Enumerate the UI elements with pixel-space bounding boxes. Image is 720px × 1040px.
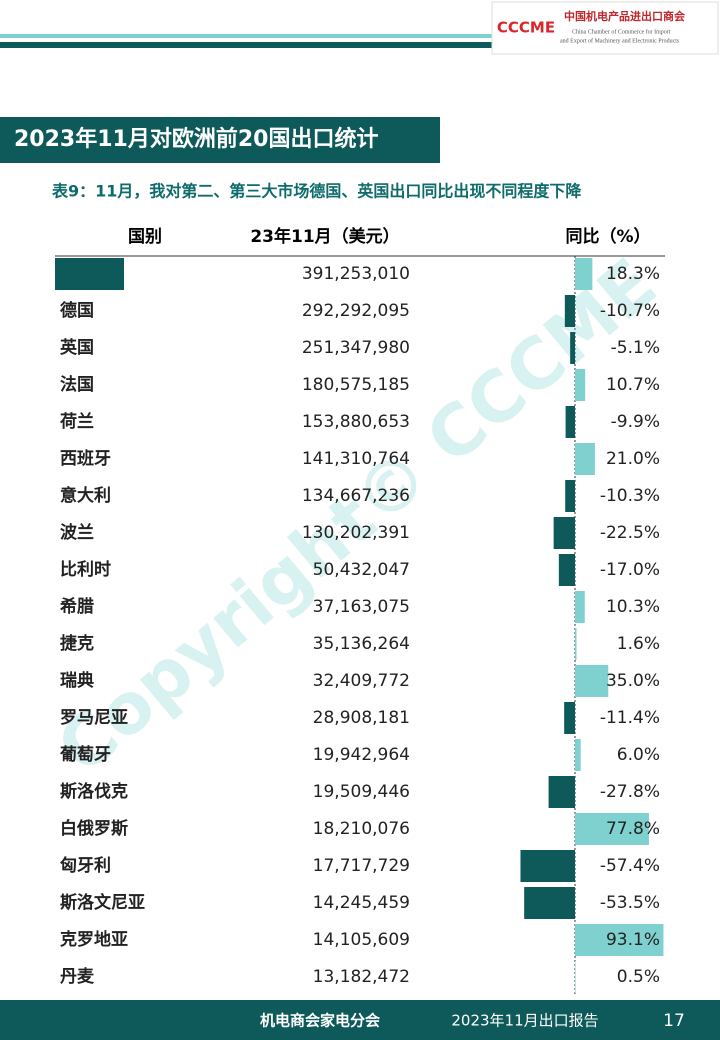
yoy-bar xyxy=(564,702,575,734)
country: 比利时 xyxy=(60,559,111,580)
yoy-bar xyxy=(575,369,586,401)
yoy-label: 10.3% xyxy=(606,597,660,617)
header-line xyxy=(0,42,495,48)
export-value: 251,347,980 xyxy=(302,338,410,358)
logo-mark: CCCME xyxy=(497,19,555,37)
country: 德国 xyxy=(60,300,94,321)
yoy-label: -57.4% xyxy=(600,856,660,876)
column-header: 同比（%） xyxy=(565,226,650,247)
country: 英国 xyxy=(60,337,94,358)
yoy-bar xyxy=(558,554,575,586)
footer-left: 机电商会家电分会 xyxy=(260,1012,380,1030)
yoy-label: 18.3% xyxy=(606,264,660,284)
yoy-label: 77.8% xyxy=(606,819,660,839)
page-number: 17 xyxy=(663,1011,685,1031)
export-value: 180,575,185 xyxy=(302,375,410,395)
title-band xyxy=(0,117,440,163)
export-value: 292,292,095 xyxy=(302,301,410,321)
country: 白俄罗斯 xyxy=(60,818,128,839)
yoy-label: -27.8% xyxy=(600,782,660,802)
export-value: 19,509,446 xyxy=(313,782,410,802)
export-value: 141,310,764 xyxy=(302,449,410,469)
country: 罗马尼亚 xyxy=(60,708,128,728)
export-value: 130,202,391 xyxy=(302,523,410,543)
export-value: 13,182,472 xyxy=(313,967,410,987)
country: 克罗地亚 xyxy=(60,929,128,950)
column-header: 23年11月（美元） xyxy=(250,226,399,247)
yoy-label: 10.7% xyxy=(606,375,660,395)
yoy-bar xyxy=(575,443,595,475)
yoy-bar xyxy=(575,924,664,956)
yoy-label: 0.5% xyxy=(617,967,660,987)
yoy-label: -17.0% xyxy=(600,560,660,580)
column-header: 国别 xyxy=(128,227,162,247)
org-name: 中国机电产品进出口商会 xyxy=(564,9,686,23)
yoy-bar xyxy=(575,591,585,623)
country: 匈牙利 xyxy=(59,855,111,876)
yoy-bar xyxy=(575,739,581,771)
export-value: 391,253,010 xyxy=(302,264,410,284)
export-value: 50,432,047 xyxy=(313,560,410,580)
country: 葡萄牙 xyxy=(59,744,111,765)
export-value: 35,136,264 xyxy=(313,634,410,654)
org-name-en: and Export of Machinery and Electronic P… xyxy=(560,37,680,44)
export-value: 14,105,609 xyxy=(313,930,410,950)
export-value: 153,880,653 xyxy=(302,412,410,432)
subtitle: 表9：11月，我对第二、第三大市场德国、英国出口同比出现不同程度下降 xyxy=(51,182,582,201)
export-value: 32,409,772 xyxy=(313,671,410,691)
country: 斯洛伐克 xyxy=(60,781,128,802)
yoy-bar xyxy=(565,480,575,512)
country: 意大利 xyxy=(60,485,111,506)
yoy-bar xyxy=(575,258,593,290)
yoy-label: 93.1% xyxy=(606,930,660,950)
yoy-bar xyxy=(520,850,575,882)
yoy-label: -9.9% xyxy=(611,412,660,432)
yoy-label: -53.5% xyxy=(600,893,660,913)
country: 丹麦 xyxy=(60,966,95,987)
country: 西班牙 xyxy=(60,449,111,469)
header-line xyxy=(0,34,495,38)
org-name-en: China Chamber of Commerce for Import xyxy=(572,28,671,35)
export-value: 17,717,729 xyxy=(313,856,410,876)
yoy-label: 21.0% xyxy=(606,449,660,469)
yoy-bar xyxy=(564,295,575,327)
title: 2023年11月对欧洲前20国出口统计 xyxy=(14,126,378,152)
yoy-bar xyxy=(565,406,575,438)
yoy-bar xyxy=(570,332,575,364)
footer-center: 2023年11月出口报告 xyxy=(451,1012,598,1030)
yoy-label: 35.0% xyxy=(606,671,660,691)
footer-band xyxy=(0,1000,720,1040)
yoy-bar xyxy=(553,517,575,549)
export-value: 37,163,075 xyxy=(313,597,410,617)
country: 希腊 xyxy=(60,596,94,617)
export-value: 134,667,236 xyxy=(302,486,410,506)
yoy-label: -10.3% xyxy=(600,486,660,506)
export-value: 14,245,459 xyxy=(313,893,410,913)
country: 瑞典 xyxy=(60,670,94,691)
yoy-bar xyxy=(575,813,649,845)
country: 斯洛文尼亚 xyxy=(60,892,145,913)
yoy-label: -10.7% xyxy=(600,301,660,321)
export-value: 19,942,964 xyxy=(313,745,410,765)
country: 法国 xyxy=(60,374,94,395)
yoy-bar xyxy=(575,665,609,697)
yoy-label: 6.0% xyxy=(617,745,660,765)
export-value: 18,210,076 xyxy=(313,819,410,839)
yoy-bar xyxy=(524,887,575,919)
yoy-label: -5.1% xyxy=(611,338,660,358)
logo-box xyxy=(491,1,719,55)
yoy-label: -11.4% xyxy=(600,708,660,728)
country: 荷兰 xyxy=(60,411,94,432)
yoy-label: 1.6% xyxy=(617,634,660,654)
country: 捷克 xyxy=(60,633,94,654)
export-value: 28,908,181 xyxy=(313,708,410,728)
yoy-bar xyxy=(575,628,577,660)
yoy-bar xyxy=(548,776,575,808)
country: 波兰 xyxy=(60,522,94,543)
redaction xyxy=(55,258,124,290)
yoy-label: -22.5% xyxy=(600,523,660,543)
